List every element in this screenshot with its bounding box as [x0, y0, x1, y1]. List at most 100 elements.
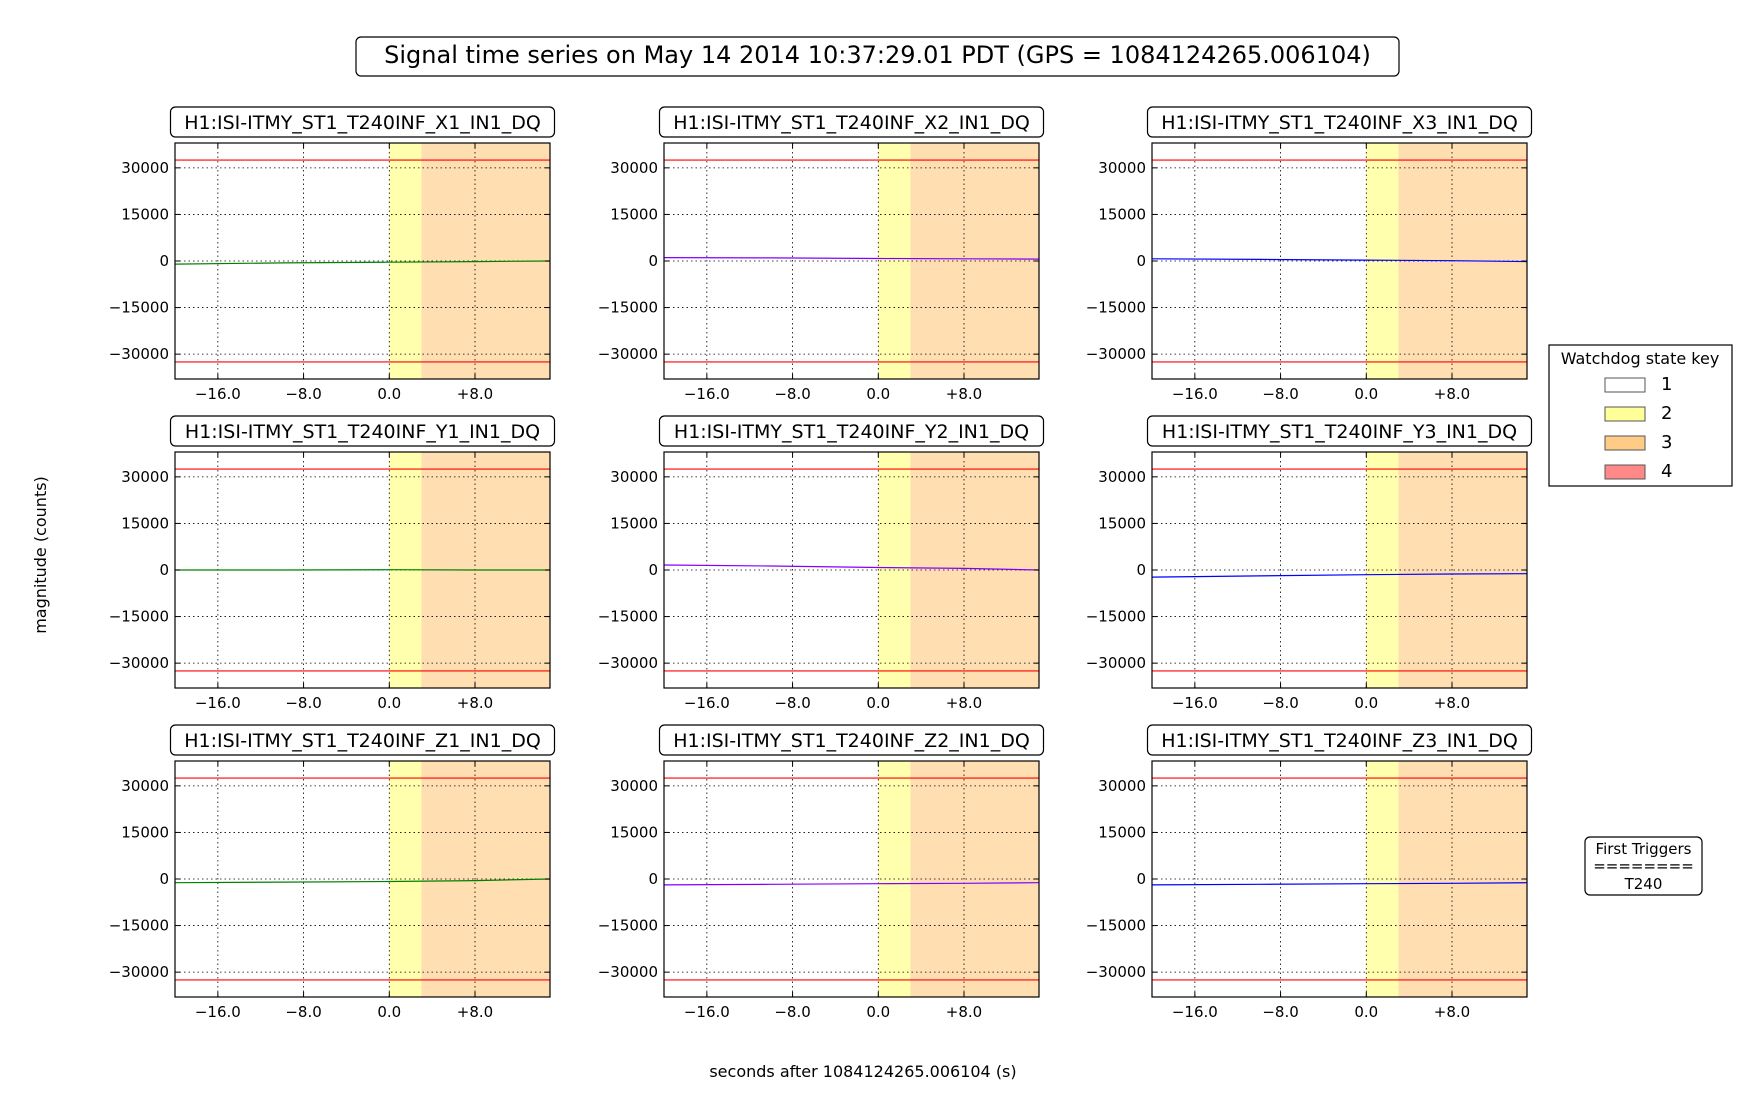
panel: −16.0 −8.0 0.0 +8.0 30000 15000 0 −15000 −30000 H…	[598, 106, 1045, 403]
first-triggers-title: First Triggers	[1596, 840, 1692, 858]
y-tick-label: −15000	[109, 299, 169, 317]
y-tick-label: −30000	[109, 963, 169, 981]
series-line	[174, 878, 551, 884]
y-tick-label: −30000	[1086, 654, 1146, 672]
panel-title: H1:ISI-ITMY_ST1_T240INF_Z2_IN1_DQ	[673, 730, 1030, 752]
y-tick-label: −15000	[1086, 299, 1146, 317]
x-tick-label: −16.0	[684, 694, 730, 712]
legend-swatch-4	[1604, 464, 1646, 480]
x-tick-label: 0.0	[377, 385, 401, 403]
y-tick-label: −15000	[109, 917, 169, 935]
y-tick-label: 15000	[610, 514, 658, 532]
panel-title-box	[169, 415, 556, 447]
legend-label-4: 4	[1661, 461, 1672, 482]
x-tick-label: 0.0	[1354, 1003, 1378, 1021]
figure-title-box	[355, 36, 1400, 77]
y-tick-label: −30000	[598, 963, 658, 981]
x-tick-label: 0.0	[377, 694, 401, 712]
panel-title-box	[658, 724, 1045, 756]
x-tick-label: +8.0	[457, 385, 493, 403]
first-triggers-channel: T240	[1624, 875, 1663, 893]
panel: −16.0 −8.0 0.0 +8.0 30000 15000 0 −15000 −30000 H…	[1086, 415, 1533, 712]
y-tick-label: 0	[1136, 870, 1146, 888]
x-tick-label: +8.0	[946, 1003, 982, 1021]
panel: −16.0 −8.0 0.0 +8.0 30000 15000 0 −15000 −30000 H…	[598, 415, 1045, 712]
y-tick-label: 30000	[610, 777, 658, 795]
y-tick-label: 30000	[1098, 777, 1146, 795]
panels-group: −16.0 −8.0 0.0 +8.0 30000 15000 0 −15000 −30000 H…	[109, 106, 1533, 1021]
y-tick-label: 0	[648, 252, 658, 270]
x-tick-label: −16.0	[195, 694, 241, 712]
panel-title-box	[169, 724, 556, 756]
x-tick-label: +8.0	[946, 385, 982, 403]
panel: −16.0 −8.0 0.0 +8.0 30000 15000 0 −15000 −30000 H…	[1086, 724, 1533, 1021]
first-triggers-box	[1584, 836, 1703, 896]
figure-title-group: Signal time series on May 14 2014 10:37:…	[355, 36, 1400, 77]
x-tick-label: −8.0	[774, 1003, 810, 1021]
y-tick-label: −15000	[598, 917, 658, 935]
x-tick-label: 0.0	[1354, 694, 1378, 712]
x-tick-label: −16.0	[195, 385, 241, 403]
y-tick-label: −15000	[1086, 608, 1146, 626]
y-tick-label: 15000	[121, 205, 169, 223]
x-tick-label: +8.0	[1434, 1003, 1470, 1021]
panel: −16.0 −8.0 0.0 +8.0 30000 15000 0 −15000 −30000 H…	[598, 724, 1045, 1021]
series-line	[1151, 882, 1528, 886]
x-tick-label: −16.0	[684, 1003, 730, 1021]
y-tick-label: −15000	[598, 299, 658, 317]
x-tick-label: −8.0	[774, 694, 810, 712]
panel-title: H1:ISI-ITMY_ST1_T240INF_Y1_IN1_DQ	[185, 421, 540, 443]
y-tick-label: −30000	[109, 345, 169, 363]
x-tick-label: 0.0	[866, 1003, 890, 1021]
panel-title-box	[1146, 724, 1533, 756]
x-tick-label: −8.0	[1262, 1003, 1298, 1021]
x-axis-label: seconds after 1084124265.006104 (s)	[709, 1062, 1016, 1081]
y-tick-label: 15000	[610, 823, 658, 841]
panel-title: H1:ISI-ITMY_ST1_T240INF_Z3_IN1_DQ	[1161, 730, 1518, 752]
series-line	[663, 257, 1040, 260]
x-tick-label: −8.0	[285, 385, 321, 403]
series-line	[1151, 573, 1528, 578]
x-tick-label: +8.0	[1434, 694, 1470, 712]
legend-label-1: 1	[1661, 374, 1672, 395]
y-tick-label: 30000	[610, 159, 658, 177]
x-tick-label: 0.0	[866, 385, 890, 403]
panel-title: H1:ISI-ITMY_ST1_T240INF_X1_IN1_DQ	[184, 112, 541, 134]
legend-swatch-1	[1604, 377, 1646, 393]
y-tick-label: −30000	[1086, 345, 1146, 363]
panel-title: H1:ISI-ITMY_ST1_T240INF_X3_IN1_DQ	[1161, 112, 1518, 134]
y-tick-label: 30000	[1098, 468, 1146, 486]
panel: −16.0 −8.0 0.0 +8.0 30000 15000 0 −15000 −30000 H…	[109, 106, 556, 403]
x-tick-label: −16.0	[195, 1003, 241, 1021]
y-tick-label: 0	[1136, 561, 1146, 579]
panel-title: H1:ISI-ITMY_ST1_T240INF_Z1_IN1_DQ	[184, 730, 541, 752]
y-tick-label: −30000	[109, 654, 169, 672]
panel: −16.0 −8.0 0.0 +8.0 30000 15000 0 −15000 −30000 H…	[109, 415, 556, 712]
y-axis-label: magnitude (counts)	[31, 476, 50, 634]
panel-title-box	[658, 106, 1045, 138]
x-tick-label: 0.0	[377, 1003, 401, 1021]
y-tick-label: 0	[159, 870, 169, 888]
y-tick-label: 0	[1136, 252, 1146, 270]
y-tick-label: 15000	[610, 205, 658, 223]
x-tick-label: −16.0	[1172, 694, 1218, 712]
x-tick-label: −16.0	[1172, 1003, 1218, 1021]
x-tick-label: 0.0	[866, 694, 890, 712]
x-tick-label: 0.0	[1354, 385, 1378, 403]
series-line	[663, 882, 1040, 886]
legend-swatch-2	[1604, 406, 1646, 422]
x-tick-label: −8.0	[774, 385, 810, 403]
panel-title: H1:ISI-ITMY_ST1_T240INF_Y3_IN1_DQ	[1162, 421, 1517, 443]
y-tick-label: 0	[648, 870, 658, 888]
x-tick-label: −16.0	[1172, 385, 1218, 403]
x-tick-label: −16.0	[684, 385, 730, 403]
first-triggers-box-group: First Triggers ======== T240	[1584, 836, 1703, 896]
figure-title: Signal time series on May 14 2014 10:37:…	[384, 41, 1371, 69]
legend-label-2: 2	[1661, 403, 1672, 424]
panel: −16.0 −8.0 0.0 +8.0 30000 15000 0 −15000 −30000 H…	[109, 724, 556, 1021]
legend-swatch-3	[1604, 435, 1646, 451]
panel-title: H1:ISI-ITMY_ST1_T240INF_X2_IN1_DQ	[673, 112, 1030, 134]
panel-title-box	[1146, 415, 1533, 447]
panel-title-box	[1146, 106, 1533, 138]
